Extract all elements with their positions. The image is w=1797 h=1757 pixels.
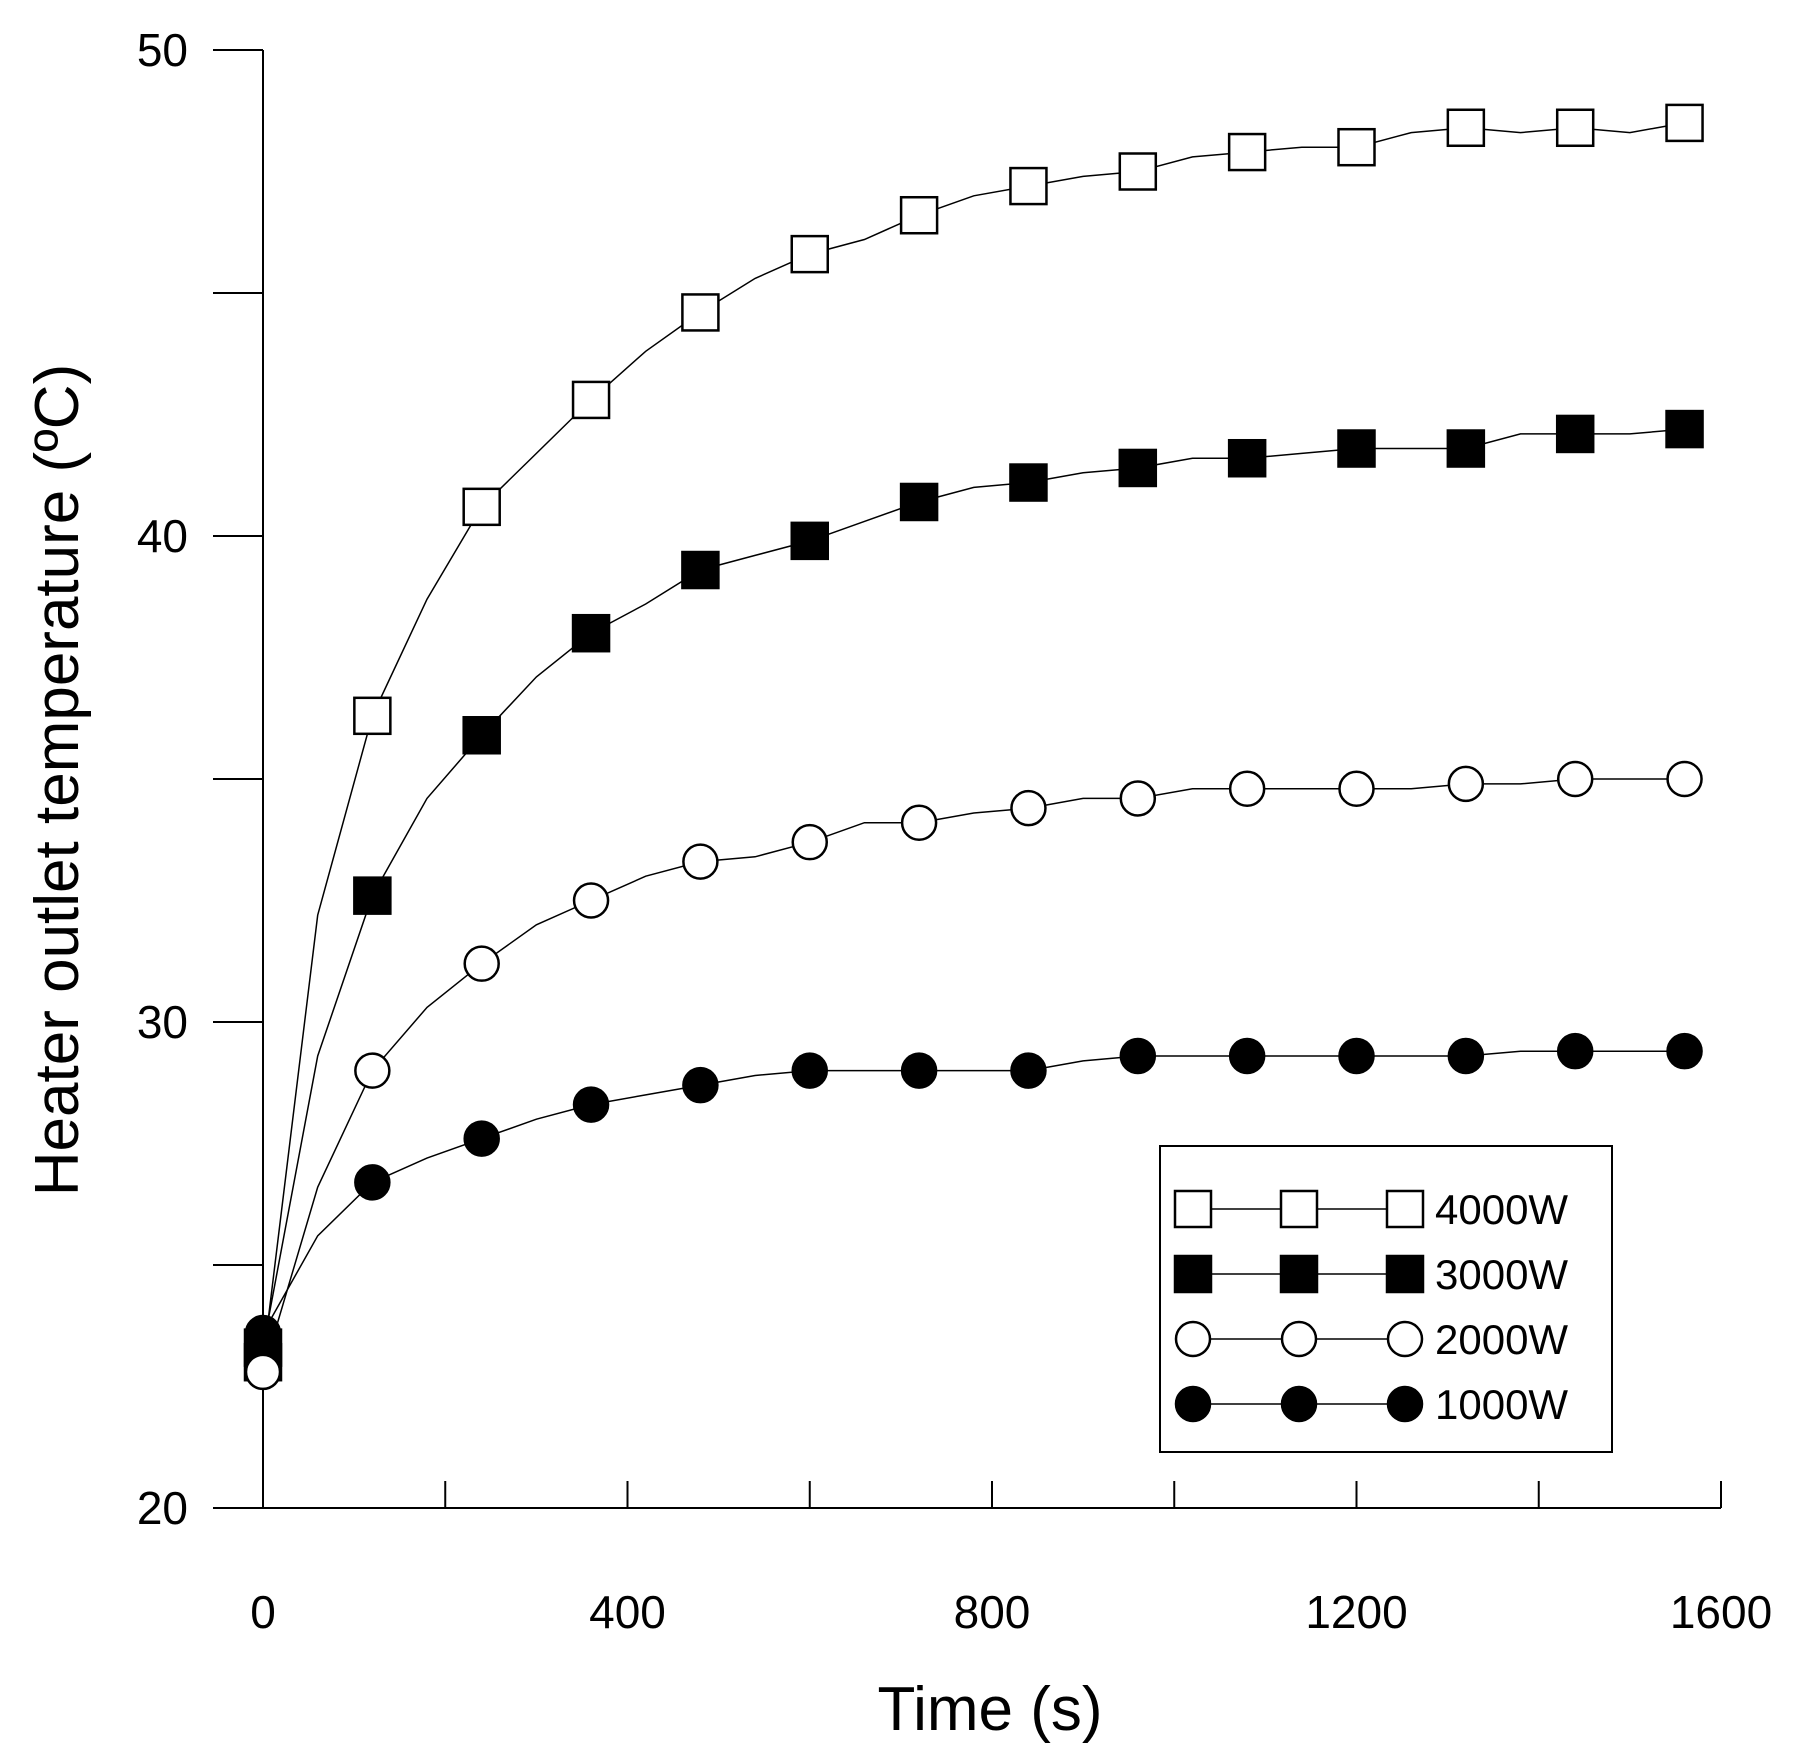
- data-point-4000W: [1665, 103, 1704, 143]
- data-point-2000W: [572, 882, 610, 919]
- data-point-2000W: [791, 823, 828, 861]
- data-point-4000W: [681, 293, 720, 332]
- data-point-1000W: [244, 1314, 282, 1352]
- data-point-1000W: [1119, 1037, 1157, 1075]
- data-point-3000W: [681, 550, 720, 590]
- data-point-4000W: [1118, 152, 1158, 191]
- data-point-4000W: [353, 696, 392, 736]
- legend-marker: [1279, 1189, 1319, 1229]
- series-line-1000W: [262, 1050, 1685, 1334]
- legend-label: 2000W: [1435, 1316, 1568, 1363]
- y-tick-label: 30: [137, 996, 188, 1048]
- data-point-3000W: [1337, 429, 1376, 468]
- data-point-4000W: [462, 487, 501, 527]
- data-point-3000W: [1665, 409, 1704, 449]
- data-point-1000W: [791, 1052, 828, 1089]
- legend-label: 3000W: [1435, 1251, 1568, 1298]
- data-point-2000W: [1666, 760, 1703, 798]
- data-point-2000W: [682, 843, 719, 880]
- data-point-1000W: [1556, 1032, 1594, 1070]
- data-point-4000W: [1446, 108, 1486, 148]
- data-point-3000W: [790, 521, 829, 561]
- data-point-3000W: [1555, 414, 1595, 454]
- legend-marker: [1280, 1385, 1318, 1423]
- data-point-3000W: [353, 876, 392, 915]
- data-point-1000W: [1010, 1052, 1047, 1089]
- legend-marker: [1173, 1189, 1213, 1229]
- data-point-2000W: [1228, 770, 1266, 807]
- data-point-3000W: [462, 716, 501, 755]
- data-point-3000W: [1227, 438, 1267, 478]
- y-tick-label: 20: [137, 1482, 188, 1534]
- data-point-3000W: [1118, 448, 1158, 488]
- data-point-3000W: [899, 482, 939, 522]
- y-tick-label: 50: [137, 24, 188, 76]
- data-point-2000W: [1447, 765, 1485, 803]
- data-point-4000W: [899, 195, 939, 235]
- y-tick-label: 40: [137, 510, 188, 562]
- data-point-4000W: [1337, 127, 1376, 167]
- data-point-4000W: [571, 380, 611, 420]
- data-point-4000W: [1227, 132, 1267, 172]
- x-tick-label: 0: [250, 1586, 276, 1638]
- data-point-2000W: [900, 804, 938, 841]
- data-point-1000W: [1338, 1037, 1375, 1075]
- data-point-3000W: [1446, 429, 1486, 468]
- legend-marker: [1386, 1385, 1424, 1423]
- data-point-1000W: [900, 1052, 938, 1089]
- data-point-4000W: [790, 234, 829, 274]
- legend-marker: [1385, 1189, 1425, 1229]
- y-axis-title: Heater outlet temperature (ºC): [23, 364, 92, 1196]
- x-tick-label: 1200: [1305, 1586, 1407, 1638]
- data-point-1000W: [1666, 1032, 1703, 1070]
- data-point-1000W: [354, 1164, 391, 1201]
- legend-marker: [1173, 1254, 1213, 1294]
- data-point-2000W: [1556, 760, 1594, 798]
- legend-marker: [1385, 1254, 1425, 1294]
- legend-label: 1000W: [1435, 1381, 1568, 1428]
- data-point-2000W: [1010, 789, 1047, 827]
- data-point-4000W: [1555, 108, 1595, 148]
- x-axis-title: Time (s): [878, 1675, 1103, 1744]
- data-point-2000W: [1338, 770, 1375, 807]
- data-point-3000W: [1009, 463, 1048, 502]
- series-markers: [243, 103, 1704, 1391]
- x-tick-label: 400: [589, 1586, 666, 1638]
- legend-marker: [1279, 1254, 1319, 1294]
- axes: 20 30 40 50 0 400 800 1200 1600: [137, 24, 1772, 1638]
- legend-label: 4000W: [1435, 1186, 1568, 1233]
- data-point-2000W: [354, 1052, 391, 1089]
- data-point-4000W: [1009, 166, 1048, 206]
- x-tick-label: 1600: [1670, 1586, 1772, 1638]
- legend: 4000W 3000W 2000W 1000W: [1159, 1145, 1613, 1453]
- data-point-1000W: [572, 1086, 610, 1123]
- series-line-2000W: [262, 778, 1685, 1373]
- data-point-2000W: [244, 1353, 282, 1391]
- data-point-1000W: [1228, 1037, 1266, 1075]
- data-point-1000W: [1447, 1037, 1485, 1075]
- data-point-1000W: [463, 1120, 500, 1157]
- data-point-2000W: [1119, 780, 1157, 817]
- data-point-2000W: [463, 945, 500, 982]
- legend-marker: [1280, 1320, 1318, 1358]
- x-tick-label: 800: [954, 1586, 1031, 1638]
- data-point-1000W: [682, 1066, 719, 1104]
- legend-marker: [1174, 1320, 1212, 1358]
- legend-marker: [1174, 1385, 1212, 1423]
- data-point-3000W: [571, 613, 611, 653]
- legend-marker: [1386, 1320, 1424, 1358]
